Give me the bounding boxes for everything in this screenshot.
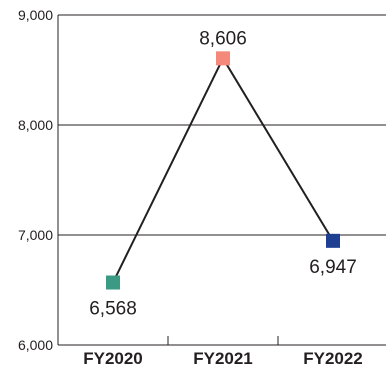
data-point-fy2020 (106, 275, 120, 290)
y-tick-label-7000: 7,000 (18, 227, 53, 243)
data-label-fy2022: 6,947 (309, 257, 357, 278)
y-tick-label-8000: 8,000 (18, 117, 53, 133)
series-line (112, 56, 334, 283)
y-tick-label-9000: 9,000 (18, 7, 53, 23)
x-tick-label-fy2021: FY2021 (193, 349, 253, 368)
data-point-fy2022 (326, 233, 340, 248)
x-tick-label-fy2022: FY2022 (303, 349, 363, 368)
y-tick-label-6000: 6,000 (18, 337, 53, 353)
data-label-fy2020: 6,568 (89, 299, 137, 320)
data-label-fy2021: 8,606 (199, 28, 247, 49)
data-point-fy2021 (216, 51, 230, 66)
x-tick-label-fy2020: FY2020 (83, 349, 143, 368)
